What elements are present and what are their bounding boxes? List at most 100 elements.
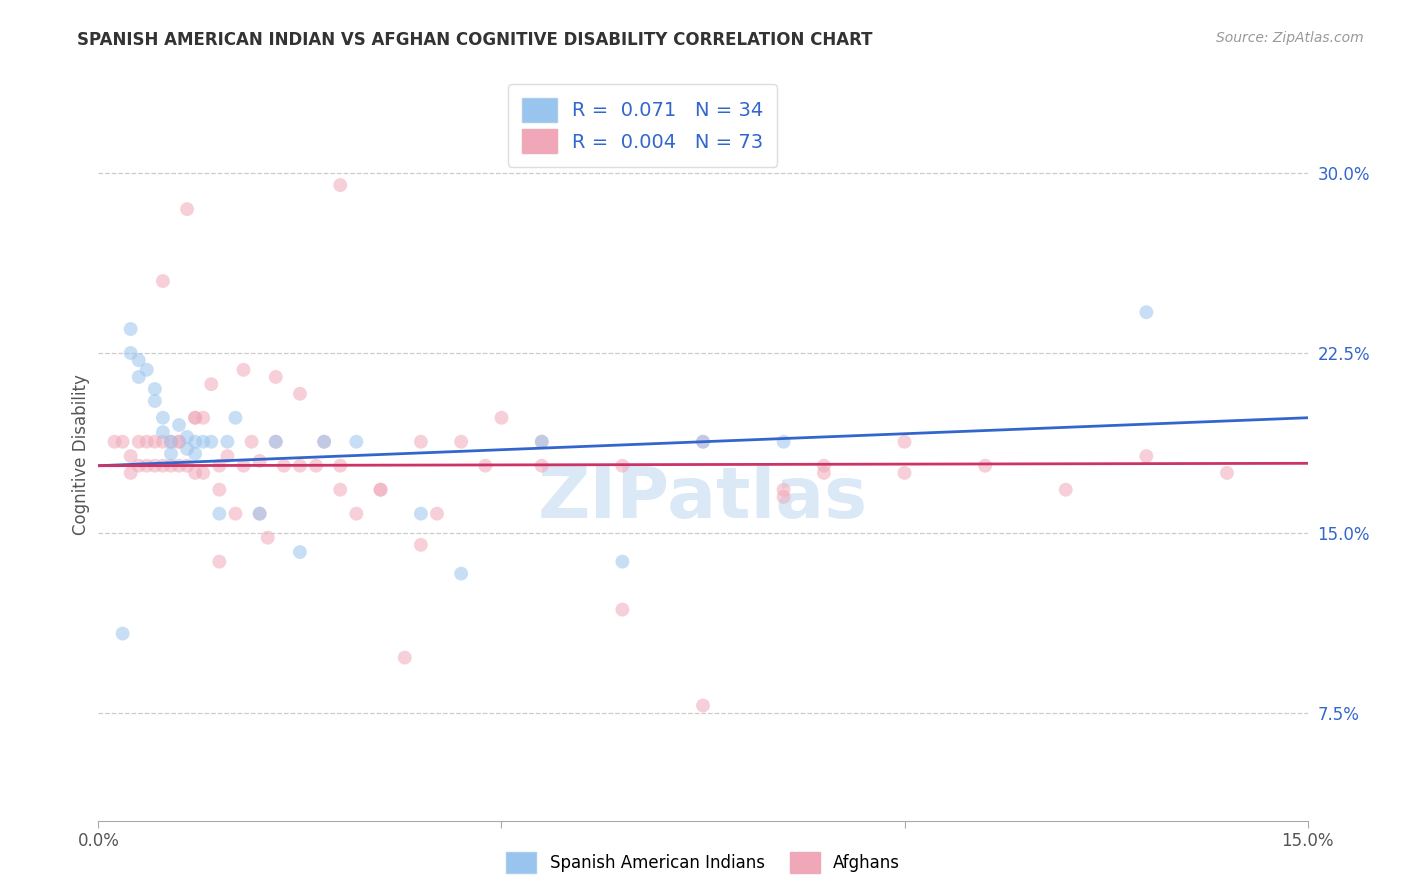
Point	[288, 386, 311, 401]
Point	[288, 545, 311, 559]
Point	[530, 434, 553, 449]
Point	[1135, 305, 1157, 319]
Point	[305, 458, 328, 473]
Point	[530, 434, 553, 449]
Point	[167, 434, 190, 449]
Point	[120, 449, 142, 463]
Point	[264, 370, 287, 384]
Point	[409, 434, 432, 449]
Point	[612, 602, 634, 616]
Point	[120, 346, 142, 360]
Point	[128, 434, 150, 449]
Point	[409, 538, 432, 552]
Point	[193, 434, 215, 449]
Point	[152, 434, 174, 449]
Point	[692, 698, 714, 713]
Point	[772, 490, 794, 504]
Point	[160, 458, 183, 473]
Point	[217, 434, 239, 449]
Point	[450, 566, 472, 581]
Point	[264, 434, 287, 449]
Text: SPANISH AMERICAN INDIAN VS AFGHAN COGNITIVE DISABILITY CORRELATION CHART: SPANISH AMERICAN INDIAN VS AFGHAN COGNIT…	[77, 31, 873, 49]
Point	[143, 382, 166, 396]
Point	[273, 458, 295, 473]
Point	[370, 483, 392, 497]
Point	[974, 458, 997, 473]
Point	[344, 434, 367, 449]
Point	[370, 483, 392, 497]
Legend: R =  0.071   N = 34, R =  0.004   N = 73: R = 0.071 N = 34, R = 0.004 N = 73	[508, 84, 778, 167]
Point	[111, 626, 134, 640]
Point	[167, 417, 190, 432]
Point	[264, 434, 287, 449]
Point	[176, 442, 198, 456]
Point	[120, 466, 142, 480]
Point	[314, 434, 336, 449]
Point	[612, 555, 634, 569]
Point	[128, 353, 150, 368]
Point	[152, 425, 174, 439]
Point	[200, 434, 222, 449]
Point	[232, 458, 254, 473]
Point	[224, 410, 246, 425]
Point	[893, 466, 915, 480]
Point	[288, 458, 311, 473]
Point	[111, 434, 134, 449]
Point	[217, 449, 239, 463]
Point	[394, 650, 416, 665]
Point	[184, 410, 207, 425]
Point	[176, 202, 198, 216]
Y-axis label: Cognitive Disability: Cognitive Disability	[72, 375, 90, 535]
Point	[208, 555, 231, 569]
Point	[193, 410, 215, 425]
Point	[240, 434, 263, 449]
Point	[184, 447, 207, 461]
Point	[530, 458, 553, 473]
Point	[329, 483, 352, 497]
Point	[103, 434, 125, 449]
Point	[249, 507, 271, 521]
Point	[208, 458, 231, 473]
Point	[692, 434, 714, 449]
Point	[1135, 449, 1157, 463]
Point	[184, 434, 207, 449]
Point	[329, 458, 352, 473]
Point	[193, 466, 215, 480]
Point	[208, 483, 231, 497]
Point	[167, 434, 190, 449]
Point	[128, 370, 150, 384]
Point	[491, 410, 513, 425]
Point	[184, 410, 207, 425]
Point	[612, 458, 634, 473]
Point	[143, 458, 166, 473]
Point	[450, 434, 472, 449]
Point	[409, 507, 432, 521]
Point	[167, 458, 190, 473]
Point	[314, 434, 336, 449]
Point	[176, 430, 198, 444]
Point	[224, 507, 246, 521]
Point	[135, 458, 157, 473]
Point	[152, 274, 174, 288]
Point	[692, 434, 714, 449]
Point	[1216, 466, 1239, 480]
Point	[135, 363, 157, 377]
Point	[772, 483, 794, 497]
Point	[152, 410, 174, 425]
Point	[1054, 483, 1077, 497]
Point	[344, 507, 367, 521]
Point	[329, 178, 352, 193]
Point	[256, 531, 278, 545]
Point	[176, 458, 198, 473]
Point	[120, 322, 142, 336]
Point	[160, 434, 183, 449]
Point	[232, 363, 254, 377]
Point	[893, 434, 915, 449]
Point	[184, 466, 207, 480]
Point	[813, 466, 835, 480]
Point	[160, 434, 183, 449]
Point	[135, 434, 157, 449]
Point	[200, 377, 222, 392]
Point	[128, 458, 150, 473]
Legend: Spanish American Indians, Afghans: Spanish American Indians, Afghans	[499, 846, 907, 880]
